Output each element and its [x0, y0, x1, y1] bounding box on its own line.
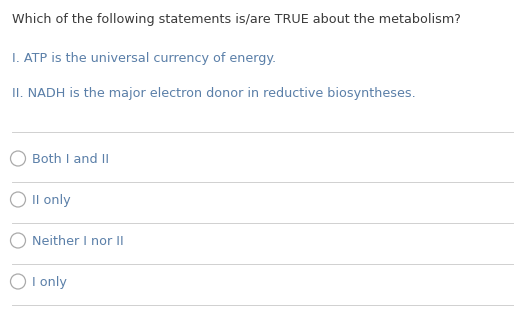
Text: II only: II only — [32, 194, 70, 207]
Text: Neither I nor II: Neither I nor II — [32, 235, 124, 248]
Text: I only: I only — [32, 276, 67, 289]
Text: II. NADH is the major electron donor in reductive biosyntheses.: II. NADH is the major electron donor in … — [12, 87, 416, 100]
Text: I. ATP is the universal currency of energy.: I. ATP is the universal currency of ener… — [12, 52, 276, 65]
Text: Which of the following statements is/are TRUE about the metabolism?: Which of the following statements is/are… — [12, 13, 461, 26]
Text: Both I and II: Both I and II — [32, 153, 109, 166]
